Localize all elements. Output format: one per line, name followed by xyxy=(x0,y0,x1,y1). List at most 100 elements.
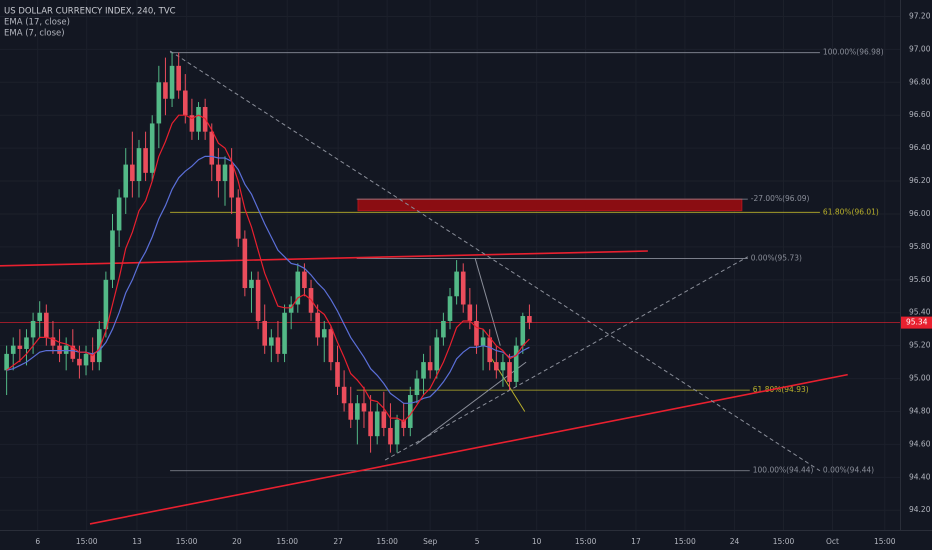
candle-body xyxy=(348,403,354,420)
candle-body xyxy=(494,362,499,371)
candle-body xyxy=(341,386,347,404)
candle-body xyxy=(189,115,195,132)
y-tick-label: 95.20 xyxy=(909,341,931,350)
fib-label: -27.00%(96.09) xyxy=(751,194,810,203)
candle-body xyxy=(123,164,129,198)
candle-body xyxy=(480,337,486,346)
candle-body xyxy=(295,271,301,305)
legend-entry: EMA (7, close) xyxy=(4,29,65,39)
x-tick-label: 15:00 xyxy=(176,537,198,546)
x-tick-label: 24 xyxy=(730,537,740,546)
candle-body xyxy=(414,378,420,396)
trend-line xyxy=(0,250,648,267)
candle-body xyxy=(388,427,393,445)
x-tick-label: 15:00 xyxy=(674,537,696,546)
candle-body xyxy=(110,230,115,280)
candle-body xyxy=(460,271,466,305)
axes: 94.20 94.40 94.60 94.80 95.00 95.20 95.40 95.60… xyxy=(35,11,932,546)
candle-body xyxy=(57,345,62,354)
candle-body xyxy=(163,82,168,99)
y-tick-label: 94.20 xyxy=(909,505,931,514)
candle-body xyxy=(90,353,95,363)
grid xyxy=(0,0,900,530)
trend-line xyxy=(89,373,848,525)
candle-body xyxy=(209,131,215,165)
candle-body xyxy=(130,164,135,182)
x-tick-label: 13 xyxy=(132,537,142,546)
candle-body xyxy=(447,296,453,321)
candle-body xyxy=(275,337,281,354)
candle-body xyxy=(30,320,36,338)
candle-body xyxy=(216,164,221,182)
candle-body xyxy=(282,312,287,354)
x-tick-label: Oct xyxy=(826,537,839,546)
y-tick-label: 96.40 xyxy=(909,143,931,152)
candle-body xyxy=(434,337,440,371)
candle-body xyxy=(182,90,188,116)
candle-body xyxy=(83,353,89,366)
candle-body xyxy=(381,411,387,428)
candle-body xyxy=(70,345,76,359)
candle-body xyxy=(262,320,268,346)
candle-body xyxy=(77,358,82,366)
candle-body xyxy=(474,320,479,346)
x-tick-label: 15:00 xyxy=(76,537,98,546)
candle-body xyxy=(222,164,228,182)
candle-body xyxy=(302,271,307,289)
y-tick-label: 96.60 xyxy=(909,110,931,119)
candle-body xyxy=(427,362,433,371)
candle-body xyxy=(401,419,406,428)
y-tick-label: 95.80 xyxy=(909,242,931,251)
x-tick-label: 15:00 xyxy=(376,537,398,546)
x-tick-label: Sep xyxy=(423,537,437,546)
fib-label: 0.00%(94.44) xyxy=(823,466,874,475)
y-tick-label: 96.20 xyxy=(909,176,931,185)
y-tick-label: 97.20 xyxy=(909,11,931,20)
candle-body xyxy=(143,148,148,173)
candle-body xyxy=(44,312,49,338)
candle-body xyxy=(454,271,459,297)
candle-body xyxy=(355,403,360,420)
candle-body xyxy=(116,197,122,231)
zone xyxy=(357,198,743,212)
candle-body xyxy=(328,329,334,363)
x-tick-label: 15:00 xyxy=(276,537,298,546)
candle-body xyxy=(63,345,69,354)
candle-body xyxy=(96,329,102,363)
y-tick-label: 94.80 xyxy=(909,406,931,415)
candle-body xyxy=(335,362,340,387)
x-tick-label: 15:00 xyxy=(575,537,597,546)
y-tick-label: 96.80 xyxy=(909,77,931,86)
y-tick-label: 94.60 xyxy=(909,439,931,448)
candle-body xyxy=(394,419,400,445)
last-price-box xyxy=(901,316,932,329)
candle-body xyxy=(37,312,43,321)
x-tick-label: 15:00 xyxy=(773,537,795,546)
y-tick-label: 94.40 xyxy=(909,472,931,481)
fib-label: 61.80%(94.93) xyxy=(753,385,809,394)
fib-label: 100.00%(96.98) xyxy=(823,48,884,57)
fib-label: 61.80%(96.01) xyxy=(823,207,879,216)
x-tick-label: 6 xyxy=(35,537,40,546)
x-tick-label: 27 xyxy=(333,537,343,546)
candle-body xyxy=(229,164,234,198)
candle-body xyxy=(24,337,29,349)
candle-body xyxy=(441,320,446,338)
candle-body xyxy=(17,345,23,349)
candle-body xyxy=(136,148,142,182)
trend-line xyxy=(384,256,749,461)
candle-body xyxy=(421,362,426,379)
candle-body xyxy=(315,312,320,338)
candle-body xyxy=(487,337,493,363)
fib-label: 100.00%(94.44) xyxy=(753,466,814,475)
candle-body xyxy=(235,197,241,239)
ema-line xyxy=(6,155,530,404)
candle-body xyxy=(196,106,201,132)
y-tick-label: 95.40 xyxy=(909,308,931,317)
candle-body xyxy=(520,316,526,346)
candle-body xyxy=(4,353,9,371)
candle-body xyxy=(361,403,367,412)
candle-body xyxy=(321,329,327,338)
